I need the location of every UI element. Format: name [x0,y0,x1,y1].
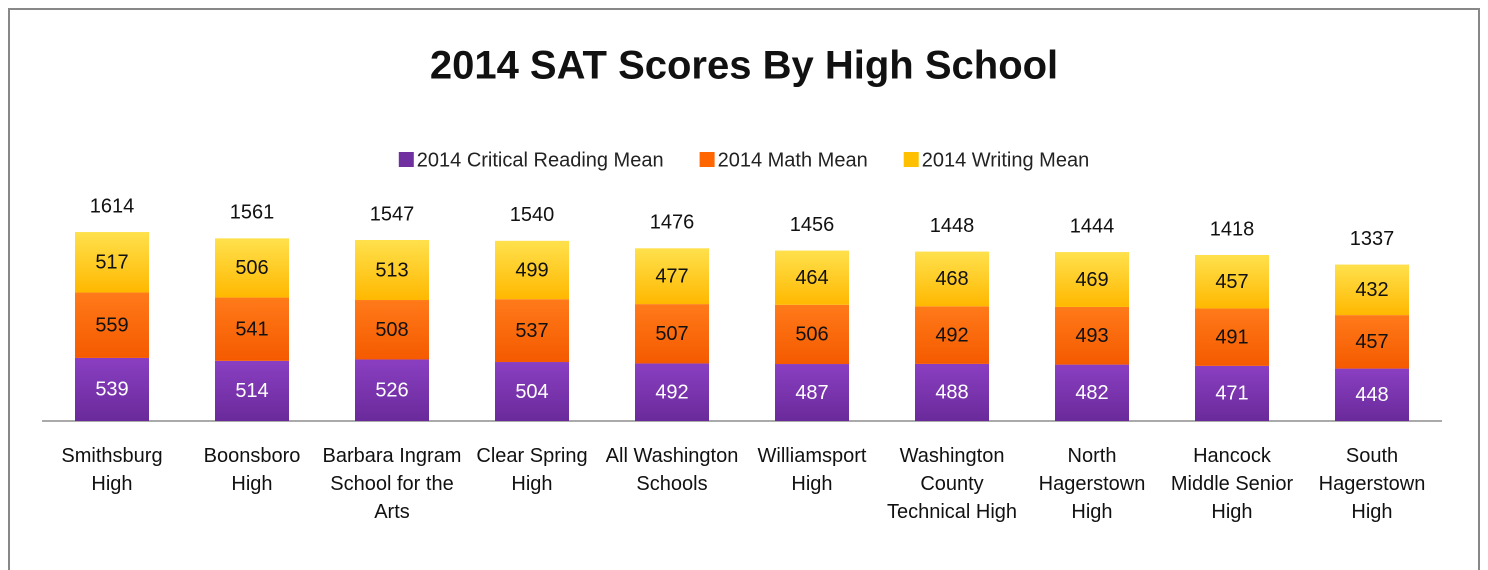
x-tick-label: Williamsport High [757,445,867,495]
data-label: 491 [1215,326,1248,348]
bar-segment [1055,306,1129,365]
total-label: 1614 [90,195,135,217]
bar-segment [75,357,149,421]
data-label: 526 [375,380,408,402]
bar-segment [1055,252,1129,307]
bar-segment [635,248,709,305]
bar-segment [215,360,289,421]
bar-segment [915,306,989,364]
data-label: 457 [1355,331,1388,353]
x-tick-label: North Hagerstown High [1038,445,1146,523]
legend-label: 2014 Writing Mean [922,149,1090,171]
data-label: 432 [1355,279,1388,301]
bar-segment [1195,254,1269,309]
data-label: 504 [515,381,548,403]
x-tick-label: Washington County Technical High [886,445,1018,523]
bar-segment [1335,264,1409,316]
x-tick-label: Smithsburg High [61,445,163,495]
data-label: 514 [235,380,268,402]
data-label: 468 [935,268,968,290]
data-label: 499 [515,259,548,281]
data-label: 482 [1075,382,1108,404]
bar-segment [1335,368,1409,421]
data-label: 513 [375,259,408,281]
bar-segment [215,297,289,361]
total-label: 1561 [230,202,275,224]
data-label: 464 [795,267,828,289]
x-tick-label: Barbara Ingram School for the Arts [322,445,462,523]
bar-segment [495,299,569,363]
data-label: 539 [95,379,128,401]
data-label: 506 [795,324,828,346]
data-label: 457 [1215,271,1248,293]
data-label: 506 [235,257,268,279]
bar-segment [75,292,149,358]
x-tick-label: Boonsboro High [203,445,301,495]
data-label: 448 [1355,384,1388,406]
data-label: 508 [375,319,408,341]
bar-segment [775,250,849,305]
total-label: 1337 [1350,228,1395,250]
data-label: 487 [795,382,828,404]
data-label: 559 [95,315,128,337]
total-label: 1456 [790,214,835,236]
chart-title: 2014 SAT Scores By High School [430,44,1058,88]
data-label: 492 [655,381,688,403]
data-label: 517 [95,252,128,274]
total-label: 1476 [650,212,695,234]
bar-segment [1195,308,1269,366]
bar-segment [355,240,429,301]
legend-swatch [699,152,715,167]
total-label: 1418 [1210,218,1255,240]
data-label: 541 [235,318,268,340]
x-tick-label: All Washington Schools [605,445,739,495]
bar-segment [1335,315,1409,369]
data-label: 537 [515,320,548,342]
total-label: 1547 [370,203,415,225]
data-label: 492 [935,324,968,346]
data-label: 488 [935,382,968,404]
chart-border [8,8,1480,570]
bar-segment [355,300,429,360]
legend-label: 2014 Critical Reading Mean [417,149,664,171]
data-label: 507 [655,323,688,345]
x-tick-label: Hancock Middle Senior High [1170,445,1294,523]
bar-segment [1055,364,1129,421]
bar-segment [635,304,709,364]
data-label: 471 [1215,383,1248,405]
bar-segment [635,363,709,421]
bar-segment [915,363,989,421]
bar-segment [775,304,849,365]
bar-segment [495,240,569,300]
data-label: 469 [1075,269,1108,291]
x-tick-label: South Hagerstown High [1318,445,1426,523]
legend-label: 2014 Math Mean [718,149,868,171]
bar-segment [495,362,569,421]
x-tick-label: Clear Spring High [476,445,588,495]
legend-swatch [398,152,414,167]
bar-segment [1195,365,1269,421]
bar-segment [775,364,849,421]
data-label: 477 [655,265,688,287]
bar-segment [215,238,289,298]
total-label: 1448 [930,215,975,237]
total-label: 1444 [1070,215,1115,237]
legend-swatch [903,152,919,167]
bar-segment [355,359,429,421]
bar-segment [915,251,989,307]
bar-segment [75,232,149,293]
data-label: 493 [1075,325,1108,347]
total-label: 1540 [510,204,555,226]
